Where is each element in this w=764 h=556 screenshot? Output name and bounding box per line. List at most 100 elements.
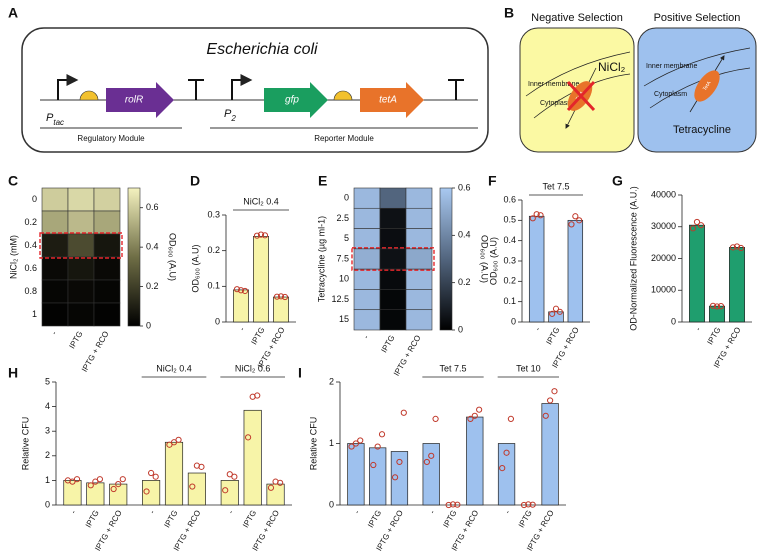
replicate-point <box>693 218 701 226</box>
replicate-point <box>568 221 575 228</box>
colorbar <box>439 187 453 331</box>
row-label: 2.5 <box>336 213 349 223</box>
row-label: 15 <box>339 314 349 324</box>
membrane-label: Inner membrane <box>528 81 579 88</box>
replicate-point <box>445 501 452 509</box>
x-tick-label: - <box>69 508 78 515</box>
row-label: 10 <box>339 274 349 284</box>
colorbar-label: OD₆₀₀ (A.U) <box>480 235 490 283</box>
replicate-point <box>737 244 745 252</box>
heatmap-cell <box>41 256 69 281</box>
colorbar-label: OD₆₀₀ (A.U) <box>168 233 178 281</box>
replicate-point <box>73 476 81 483</box>
replicate-point <box>529 215 536 222</box>
replicate-point <box>233 286 241 293</box>
bar <box>567 219 584 323</box>
x-tick-label: IPTG <box>162 509 179 530</box>
y-tick-label: 2 <box>329 376 334 386</box>
replicate-point <box>261 232 269 239</box>
replicate-point <box>374 443 381 450</box>
bar <box>709 305 725 323</box>
heatmap-cell <box>405 187 433 209</box>
replicate-point <box>507 415 515 422</box>
replicate-point <box>713 303 721 310</box>
panel-label: D <box>190 173 200 189</box>
y-tick-label: 0.2 <box>207 245 220 255</box>
y-tick-label: 2 <box>45 450 50 460</box>
replicate-point <box>348 443 355 450</box>
y-tick-label: 40000 <box>651 189 676 199</box>
replicate-point <box>253 232 261 239</box>
rbs <box>79 90 99 101</box>
bar <box>347 443 365 506</box>
membrane <box>525 51 631 97</box>
replicate-point <box>357 437 364 444</box>
highlight-box <box>39 232 123 259</box>
x-tick-label: IPTG + RCO <box>392 334 423 378</box>
bar <box>86 482 105 506</box>
bar <box>187 472 206 506</box>
heatmap-cell <box>41 233 69 258</box>
heatmap-cell <box>67 256 95 281</box>
replicate-point <box>729 244 737 251</box>
heatmap-cell <box>353 289 381 311</box>
membrane-label: Inner membrane <box>646 63 697 70</box>
replicate-point <box>115 480 122 488</box>
y-axis-label: OD₆₀₀ (A.U) <box>190 244 200 292</box>
replicate-point <box>689 225 697 232</box>
y-tick-label: 0.3 <box>503 255 516 265</box>
membrane <box>643 47 751 87</box>
y-tick-label: 0.6 <box>503 194 516 204</box>
y-tick-label: 0 <box>671 316 676 326</box>
y-tick-label: 4 <box>45 401 50 411</box>
promoter-arrow <box>231 74 253 100</box>
heatmap-cell <box>379 309 407 331</box>
replicate-point <box>697 222 705 229</box>
colorbar-tick-label: 0.2 <box>146 281 159 291</box>
y-tick-label: 10000 <box>651 285 676 295</box>
replicate-point <box>96 476 104 483</box>
replicate-point <box>709 302 717 309</box>
organism-title: Escherichia coli <box>206 41 318 58</box>
replicate-point <box>170 439 178 446</box>
heatmap-cell <box>67 210 95 235</box>
bar <box>548 311 564 323</box>
gene-arrow <box>264 82 328 118</box>
x-tick-label: - <box>237 325 246 332</box>
replicate-point <box>471 412 478 419</box>
promoter-main: P <box>46 112 54 124</box>
heatmap-cell <box>41 279 69 304</box>
module-label: Reporter Module <box>314 134 374 143</box>
replicate-point <box>428 452 435 459</box>
y-tick-label: 5 <box>45 376 50 386</box>
colorbar-tick-label: 0 <box>146 320 151 330</box>
y-tick-label: 0 <box>215 316 220 326</box>
colorbar-tick-label: 0.4 <box>146 242 159 252</box>
y-tick-label: 0.1 <box>503 296 516 306</box>
replicate-point <box>87 482 94 489</box>
bar <box>390 451 409 506</box>
replicate-point <box>396 458 403 466</box>
panel-label: H <box>8 365 18 381</box>
replicate-point <box>226 471 233 478</box>
promoter-arrow <box>57 74 79 100</box>
y-tick-label: 0.2 <box>503 276 516 286</box>
heatmap-cell <box>353 187 381 209</box>
group-title: NiCl₂ 0.4 <box>156 363 192 373</box>
selection-title: Positive Selection <box>654 12 741 24</box>
bar <box>369 447 387 506</box>
x-tick-label: - <box>533 325 542 332</box>
cytoplasm-label: Cytoplasm <box>654 91 687 98</box>
colorbar <box>127 187 141 327</box>
replicate-point <box>143 488 150 495</box>
replicate-point <box>542 412 549 419</box>
heatmap-cell <box>67 233 95 258</box>
heatmap-cell <box>379 289 407 311</box>
heatmap-cell <box>67 302 95 327</box>
y-axis-label: OD-Normalized Fluorescence (A.U.) <box>628 186 638 331</box>
row-label: 0 <box>32 194 37 204</box>
replicate-point <box>537 212 544 219</box>
promoter-main: P <box>224 108 232 120</box>
bar <box>273 296 289 323</box>
